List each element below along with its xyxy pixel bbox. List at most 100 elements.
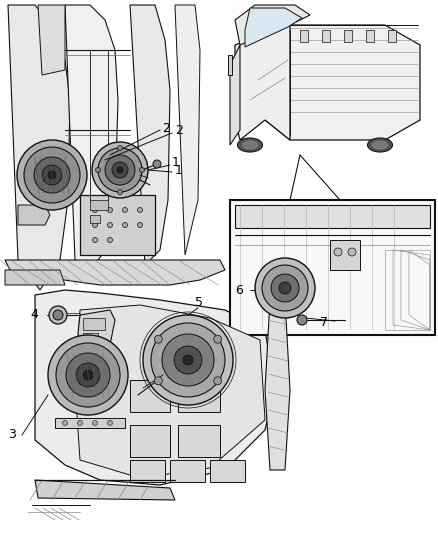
- Circle shape: [154, 335, 162, 343]
- Bar: [365, 30, 373, 42]
- Circle shape: [92, 238, 97, 243]
- Polygon shape: [175, 5, 200, 255]
- Circle shape: [49, 306, 67, 324]
- Polygon shape: [65, 5, 118, 265]
- Ellipse shape: [242, 141, 257, 149]
- Circle shape: [107, 207, 112, 213]
- Polygon shape: [227, 55, 231, 75]
- Circle shape: [270, 274, 298, 302]
- Circle shape: [333, 248, 341, 256]
- Text: 2: 2: [175, 124, 183, 136]
- Bar: [90, 215, 100, 223]
- Polygon shape: [8, 5, 70, 290]
- Bar: [130, 425, 170, 457]
- Circle shape: [34, 157, 70, 193]
- Polygon shape: [5, 260, 225, 285]
- Circle shape: [139, 167, 144, 173]
- Circle shape: [105, 155, 135, 185]
- Circle shape: [95, 167, 100, 173]
- Circle shape: [183, 355, 193, 365]
- Circle shape: [62, 421, 67, 425]
- Circle shape: [137, 222, 142, 228]
- Ellipse shape: [367, 138, 392, 152]
- Polygon shape: [244, 8, 301, 47]
- Text: 5: 5: [194, 295, 202, 309]
- Bar: [209, 460, 244, 482]
- Polygon shape: [130, 5, 170, 265]
- Text: 2: 2: [162, 122, 170, 134]
- Circle shape: [17, 140, 87, 210]
- Circle shape: [92, 142, 148, 198]
- Polygon shape: [78, 310, 115, 350]
- Circle shape: [48, 171, 56, 179]
- Bar: [387, 30, 395, 42]
- Bar: [299, 30, 307, 42]
- Circle shape: [151, 323, 225, 397]
- Circle shape: [254, 258, 314, 318]
- Polygon shape: [35, 480, 175, 500]
- Polygon shape: [38, 5, 65, 75]
- Bar: [130, 460, 165, 482]
- Polygon shape: [265, 25, 419, 140]
- Bar: [177, 380, 219, 412]
- Bar: [83, 318, 105, 330]
- Circle shape: [297, 315, 306, 325]
- Circle shape: [261, 265, 307, 311]
- Circle shape: [48, 335, 128, 415]
- Circle shape: [279, 282, 290, 294]
- Circle shape: [112, 162, 128, 178]
- Polygon shape: [5, 270, 65, 285]
- Circle shape: [154, 377, 162, 385]
- Bar: [177, 425, 219, 457]
- Polygon shape: [234, 205, 429, 228]
- Polygon shape: [35, 290, 274, 485]
- Polygon shape: [329, 240, 359, 270]
- Polygon shape: [230, 45, 240, 145]
- Circle shape: [347, 248, 355, 256]
- Text: 7: 7: [319, 317, 327, 329]
- Circle shape: [98, 148, 141, 192]
- Circle shape: [143, 315, 233, 405]
- Bar: [230, 200, 434, 335]
- Circle shape: [56, 343, 120, 407]
- Bar: [170, 460, 205, 482]
- Circle shape: [107, 421, 112, 425]
- Circle shape: [92, 421, 97, 425]
- Ellipse shape: [372, 141, 387, 149]
- Circle shape: [117, 167, 123, 173]
- Circle shape: [53, 310, 63, 320]
- Bar: [90, 200, 108, 210]
- Circle shape: [107, 238, 112, 243]
- Circle shape: [137, 207, 142, 213]
- Text: 6: 6: [234, 284, 242, 296]
- Circle shape: [76, 363, 100, 387]
- Polygon shape: [234, 5, 309, 45]
- Circle shape: [78, 421, 82, 425]
- Polygon shape: [18, 205, 50, 225]
- Circle shape: [107, 222, 112, 228]
- Circle shape: [153, 160, 161, 168]
- Polygon shape: [234, 25, 290, 140]
- Circle shape: [122, 207, 127, 213]
- Circle shape: [117, 190, 122, 195]
- Circle shape: [24, 147, 80, 203]
- Polygon shape: [75, 305, 265, 478]
- Bar: [321, 30, 329, 42]
- Circle shape: [42, 165, 62, 185]
- Bar: [343, 30, 351, 42]
- Polygon shape: [80, 195, 155, 255]
- Text: 3: 3: [8, 429, 16, 441]
- Bar: [83, 333, 98, 341]
- Circle shape: [213, 377, 221, 385]
- Circle shape: [117, 146, 122, 150]
- Circle shape: [83, 370, 93, 380]
- Circle shape: [92, 207, 97, 213]
- Polygon shape: [265, 300, 290, 470]
- Circle shape: [162, 334, 213, 386]
- Circle shape: [213, 335, 221, 343]
- Circle shape: [92, 222, 97, 228]
- Circle shape: [173, 346, 201, 374]
- Circle shape: [122, 222, 127, 228]
- Text: 4: 4: [30, 309, 38, 321]
- Polygon shape: [55, 418, 125, 428]
